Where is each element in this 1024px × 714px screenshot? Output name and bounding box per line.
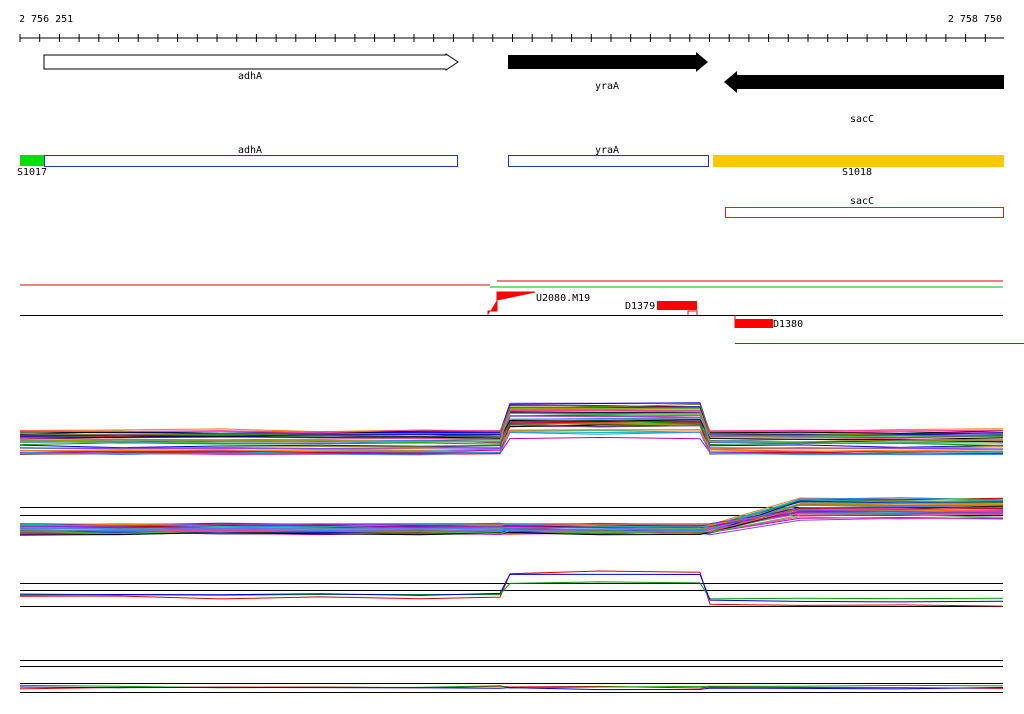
feature-label: U2080.M19	[536, 293, 590, 304]
segment-label: S1018	[842, 167, 872, 178]
ruler-end: 2 758 750	[948, 14, 1002, 25]
profile-line	[19, 410, 1004, 441]
gene-label: adhA	[238, 71, 262, 82]
profile-line	[19, 570, 1004, 607]
feature-label: D1380	[773, 319, 803, 330]
profile-line	[19, 497, 1004, 531]
profile-line	[19, 499, 1004, 528]
ruler: 2 756 251 2 758 750	[19, 14, 1004, 39]
segment-box	[20, 155, 44, 166]
gene-label: yraA	[595, 81, 619, 92]
profile-line	[19, 431, 1003, 456]
gene-arrow	[724, 71, 1004, 93]
gene-arrow	[508, 52, 708, 72]
segment-label: S1017	[17, 167, 47, 178]
profile-line	[19, 409, 1004, 434]
segment-box	[713, 155, 1004, 167]
profile-line	[19, 581, 1004, 600]
feature-tick	[687, 310, 698, 315]
transcript-label: yraA	[595, 145, 619, 156]
gene-arrow	[43, 53, 459, 71]
profile-line	[19, 573, 1004, 603]
profile-line	[19, 509, 1004, 527]
feature-label: D1379	[625, 301, 655, 312]
feature-box	[657, 301, 697, 310]
transcript-box	[44, 155, 458, 167]
profile-line	[19, 419, 1004, 441]
transcript-label: adhA	[238, 145, 262, 156]
profile-line	[19, 403, 1004, 437]
profile-line	[19, 507, 1004, 533]
profile-line	[19, 504, 1004, 533]
transcript-box	[508, 155, 709, 167]
feature-flag	[487, 291, 536, 315]
transcript-box	[725, 207, 1004, 218]
profile-line	[19, 686, 1004, 691]
ruler-start: 2 756 251	[19, 14, 73, 25]
gene-label: sacC	[850, 114, 874, 125]
transcript-label: sacC	[850, 196, 874, 207]
profile-line	[19, 415, 1004, 434]
feature-box	[735, 319, 773, 328]
profile-line	[19, 412, 1004, 444]
